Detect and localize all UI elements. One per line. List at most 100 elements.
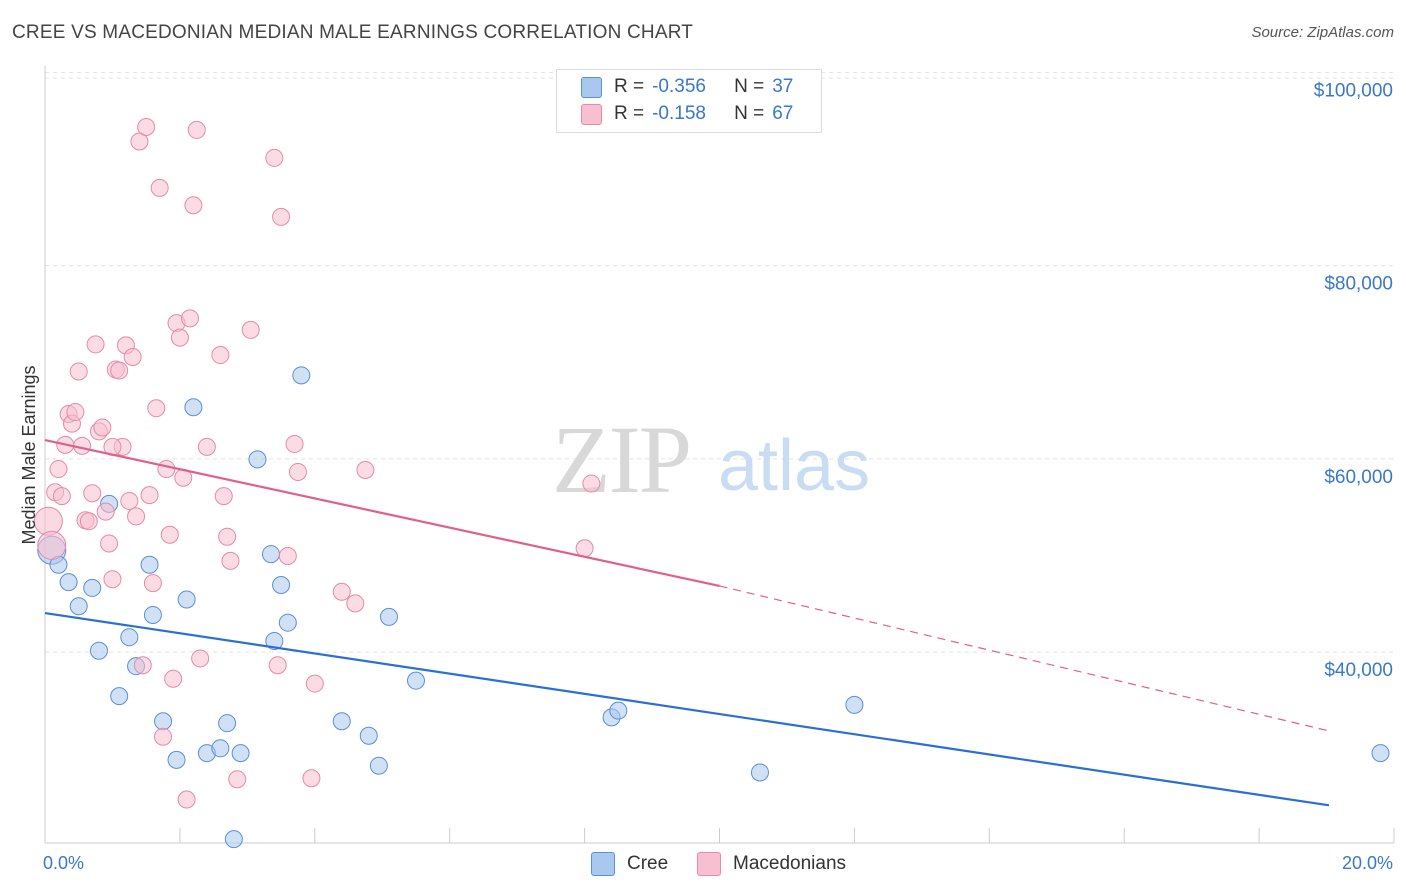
macedonians-point	[49, 460, 68, 479]
axes	[44, 66, 1395, 844]
cree-point	[177, 590, 196, 609]
macedonians-point	[83, 484, 102, 503]
macedonians-point	[221, 551, 240, 570]
macedonians-point	[164, 669, 183, 688]
macedonians-point	[191, 649, 210, 668]
bottom-legend-swatch-cree	[591, 852, 615, 876]
macedonians-point	[214, 487, 233, 506]
macedonians-point	[123, 347, 142, 366]
macedonians-point	[103, 570, 122, 589]
macedonians-point	[133, 656, 152, 675]
bottom-legend-cree: Cree	[591, 852, 668, 876]
watermark-zip: ZIP	[552, 406, 690, 513]
cree-point	[332, 712, 351, 731]
cree-point	[83, 578, 102, 597]
y-tick-label: $60,000	[1324, 467, 1393, 488]
macedonians-point	[582, 474, 601, 493]
macedonians-point	[140, 486, 159, 505]
cree-point	[278, 613, 297, 632]
cree-point	[69, 597, 88, 616]
macedonians-point	[79, 512, 98, 531]
macedonians-point	[228, 770, 247, 789]
macedonians-point	[110, 361, 129, 380]
trend-lines	[44, 438, 1330, 807]
legend-n-label: N =	[734, 76, 765, 97]
legend-r-label: R =	[614, 76, 645, 97]
cree-point	[167, 750, 186, 769]
macedonians-point	[272, 207, 291, 226]
cree-point	[154, 712, 173, 731]
macedonians-point	[160, 525, 179, 544]
macedonians-point	[154, 727, 173, 746]
macedonians-point	[265, 148, 284, 167]
data-points	[33, 118, 1390, 849]
legend-swatch-cree	[581, 76, 602, 98]
cree-trend-line	[44, 611, 1330, 807]
macedonians-point	[66, 403, 85, 422]
macedonians-point	[143, 574, 162, 593]
y-tick-label: $80,000	[1324, 274, 1393, 295]
x-min-label: 0.0%	[43, 853, 84, 873]
legend-row-macedonians: R = -0.158 N = 67	[581, 101, 793, 127]
cree-point	[265, 632, 284, 651]
macedonians-point	[96, 502, 115, 521]
cree-point	[120, 628, 139, 647]
legend-r-value: -0.356	[652, 76, 706, 97]
y-axis-label: Median Male Earnings	[19, 365, 39, 544]
bottom-legend-macedonians: Macedonians	[697, 852, 846, 876]
macedonians-point	[37, 530, 67, 560]
y-tick-label: $100,000	[1314, 80, 1393, 101]
cree-point	[406, 671, 425, 690]
macedonians-point	[157, 460, 176, 479]
macedonians-point	[137, 118, 156, 137]
cree-point	[609, 701, 628, 720]
cree-point	[369, 756, 388, 775]
macedonians-point	[356, 461, 375, 480]
legend-n-value: 67	[772, 103, 794, 124]
macedonians-trend-extension	[719, 585, 1330, 732]
bottom-legend-swatch-macedonians	[697, 852, 721, 876]
cree-point	[89, 641, 108, 660]
cree-point	[261, 545, 280, 564]
cree-point	[379, 607, 398, 626]
legend-row-cree: R = -0.356 N = 37	[581, 74, 793, 100]
macedonians-point	[187, 120, 206, 139]
cree-point	[272, 576, 291, 595]
legend-r-value: -0.158	[652, 103, 706, 124]
macedonians-point	[147, 399, 166, 418]
macedonians-point	[120, 491, 139, 510]
cree-point	[248, 450, 267, 469]
tick-labels: $40,000 $60,000 $80,000 $100,000	[1314, 80, 1393, 681]
macedonians-point	[130, 132, 149, 151]
macedonians-point	[278, 547, 297, 566]
macedonians-point	[69, 362, 88, 381]
macedonians-point	[288, 462, 307, 481]
macedonians-point	[332, 582, 351, 601]
macedonians-point	[52, 487, 71, 506]
bottom-legend-label-macedonians: Macedonians	[733, 853, 847, 874]
source-label: Source: ZipAtlas.com	[1251, 24, 1394, 41]
cree-point	[845, 695, 864, 714]
macedonians-point	[218, 527, 237, 546]
y-tick-label: $40,000	[1324, 660, 1393, 681]
bottom-legend-label-cree: Cree	[627, 853, 669, 874]
legend-n-label: N =	[734, 103, 765, 124]
cree-point	[184, 398, 203, 417]
macedonians-point	[302, 769, 321, 788]
macedonians-point	[184, 196, 203, 215]
macedonians-point	[197, 437, 216, 456]
cree-point	[1371, 744, 1390, 763]
macedonians-point	[211, 346, 230, 365]
macedonians-point	[268, 656, 287, 675]
macedonians-point	[575, 539, 594, 558]
macedonians-point	[241, 320, 260, 339]
macedonians-point	[150, 178, 169, 197]
legend-r-label: R =	[614, 103, 645, 124]
watermark-atlas: atlas	[718, 426, 870, 506]
cree-point	[224, 830, 243, 849]
macedonians-point	[181, 309, 200, 328]
legend-swatch-macedonians	[581, 103, 602, 125]
cree-point	[211, 739, 230, 758]
cree-point	[231, 744, 250, 763]
